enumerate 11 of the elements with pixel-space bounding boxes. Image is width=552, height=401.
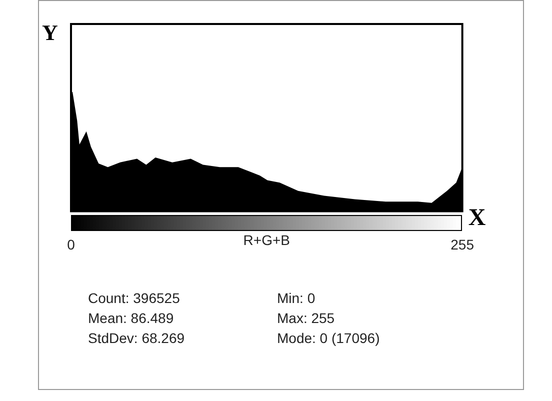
y-axis-title: Y xyxy=(42,20,58,46)
x-tick-label: 255 xyxy=(450,236,474,252)
text: Mode: 0 (17096) xyxy=(277,329,380,348)
text: StdDev: 68.269 xyxy=(88,329,185,348)
x-tick-label: 0 xyxy=(67,236,76,252)
text: Mean: 86.489 xyxy=(88,309,175,328)
text: X xyxy=(468,205,486,232)
text: Count: 396525 xyxy=(88,289,181,308)
text: Min: 0 xyxy=(277,289,316,308)
text: Max: 255 xyxy=(277,309,336,328)
x-axis-title: R+G+B xyxy=(243,232,290,248)
